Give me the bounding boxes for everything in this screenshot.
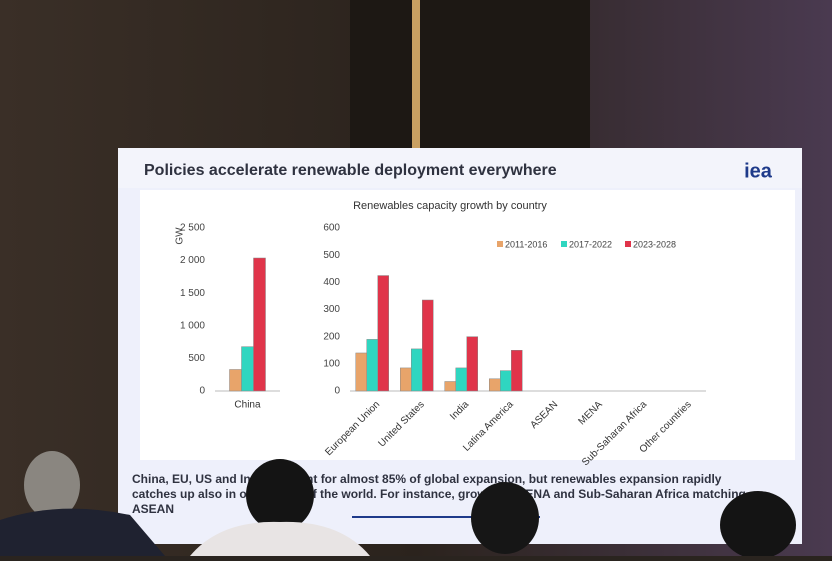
y-tick-label: 600 [323,223,340,234]
bar [366,339,378,392]
bar [511,350,523,392]
legend-label: 2023-2028 [633,239,676,249]
audience [0,451,796,559]
y-tick-label: 1 500 [180,288,205,299]
head [471,482,539,554]
bar [355,352,367,392]
slide-title: Policies accelerate renewable deployment… [144,162,557,179]
x-tick-label: China [234,400,261,411]
bar [229,369,242,392]
wall-panel [350,0,590,150]
light-strip [412,0,420,150]
logo: iea [744,160,773,182]
bar [377,275,389,392]
chart-panel [140,190,795,460]
y-tick-label: 400 [323,277,340,288]
legend-label: 2011-2016 [505,239,547,249]
legend-swatch [497,241,503,247]
y-tick-label: 200 [323,331,340,342]
y-tick-label: 0 [199,386,205,397]
legend-swatch [561,241,567,247]
bar [400,367,412,392]
y-tick-label: 1 000 [180,320,205,331]
y-tick-label: 100 [323,358,340,369]
y-tick-label: 2 500 [180,223,205,234]
person [0,508,165,556]
caption: China, EU, US and India account for almo… [132,472,746,516]
legend-swatch [625,241,631,247]
bar [455,367,467,392]
bar [422,299,434,392]
chart-title: Renewables capacity growth by country [353,200,547,212]
y-tick-label: 2 000 [180,255,205,266]
head [246,459,314,531]
y-tick-label: 0 [334,386,340,397]
bar [489,378,501,392]
bar [444,381,456,392]
head [720,491,796,559]
head [24,451,80,519]
bar [411,348,423,392]
bar [500,370,512,392]
bar [466,336,478,392]
caption-box: China, EU, US and India account for almo… [132,472,746,516]
bar [253,257,266,392]
y-tick-label: 300 [323,304,340,315]
y-axis-label: GW [175,227,186,245]
bar [241,346,254,392]
y-tick-label: 500 [323,250,340,261]
legend-label: 2017-2022 [569,239,612,249]
person [190,521,370,556]
y-tick-label: 500 [188,353,205,364]
slide-header [118,148,802,188]
